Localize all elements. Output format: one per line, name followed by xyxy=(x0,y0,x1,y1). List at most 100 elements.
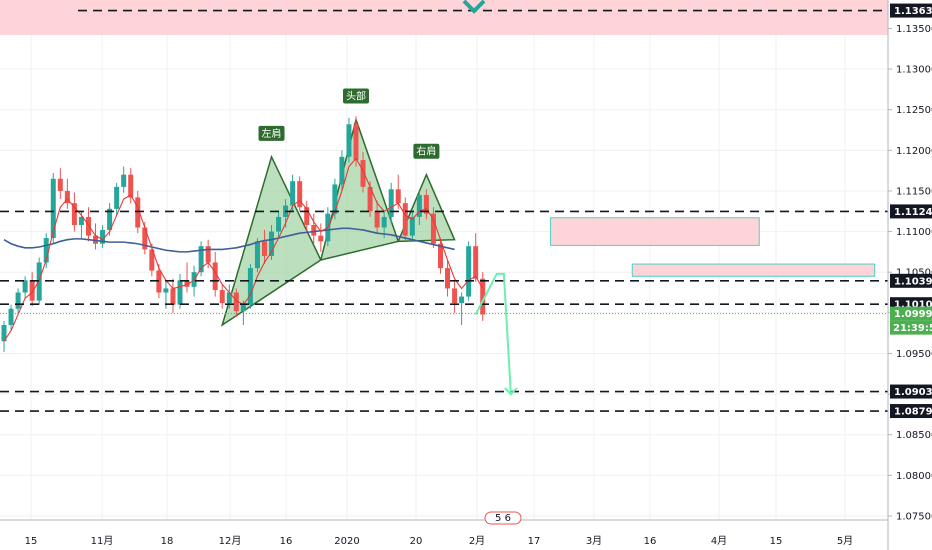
candle-body[interactable] xyxy=(240,304,246,312)
candle-body[interactable] xyxy=(466,246,472,297)
candle-body[interactable] xyxy=(212,262,218,291)
x-tick-label: 5月 xyxy=(837,535,853,547)
candle-body[interactable] xyxy=(135,197,141,228)
y-tick-label: 1.12000 xyxy=(896,146,932,157)
candle-body[interactable] xyxy=(346,124,352,157)
candle-body[interactable] xyxy=(339,156,345,185)
candle-body[interactable] xyxy=(297,181,303,208)
resistance-zone xyxy=(0,0,888,35)
candle-body[interactable] xyxy=(8,308,14,325)
countdown-badge xyxy=(890,320,932,335)
candle-body[interactable] xyxy=(128,174,134,198)
candle-body[interactable] xyxy=(254,241,260,269)
candle-body[interactable] xyxy=(50,178,56,239)
candle-body[interactable] xyxy=(402,203,408,236)
candle-body[interactable] xyxy=(198,246,204,273)
candle-body[interactable] xyxy=(142,227,148,250)
candle-body[interactable] xyxy=(29,280,35,301)
candle-body[interactable] xyxy=(43,238,49,263)
candle-body[interactable] xyxy=(430,213,436,244)
candle-body[interactable] xyxy=(276,216,282,232)
x-tick-label: 2020 xyxy=(334,536,359,547)
candle-body[interactable] xyxy=(163,288,169,293)
candle-body[interactable] xyxy=(219,290,225,304)
candle-body[interactable] xyxy=(177,280,183,305)
pattern-label-box xyxy=(343,88,369,104)
candle-body[interactable] xyxy=(149,249,155,271)
candle-body[interactable] xyxy=(360,160,366,187)
price-level-badge xyxy=(890,404,932,419)
candle-body[interactable] xyxy=(226,292,232,304)
candle-body[interactable] xyxy=(36,262,42,301)
candle-body[interactable] xyxy=(311,225,317,236)
candle-body[interactable] xyxy=(57,178,63,191)
candle-body[interactable] xyxy=(22,280,28,293)
price-level-badge-text: 1.11248 xyxy=(894,207,932,218)
y-tick-label: 1.08500 xyxy=(896,430,932,441)
economic-events-marker[interactable] xyxy=(484,511,522,525)
candle-body[interactable] xyxy=(290,181,296,206)
candle-body[interactable] xyxy=(381,216,387,228)
candle-body[interactable] xyxy=(64,190,70,204)
x-tick-label: 20 xyxy=(410,536,423,547)
candle-body[interactable] xyxy=(205,246,211,263)
candle-body[interactable] xyxy=(473,246,479,279)
candle-body[interactable] xyxy=(100,229,106,244)
candle-body[interactable] xyxy=(114,186,120,209)
y-tick-label: 1.12500 xyxy=(896,105,932,116)
price-level-badge xyxy=(890,384,932,399)
x-tick-label: 2月 xyxy=(469,535,485,547)
resistance-zone xyxy=(550,217,760,246)
candle-body[interactable] xyxy=(374,211,380,228)
candle-body[interactable] xyxy=(445,268,451,289)
candle-body[interactable] xyxy=(388,189,394,217)
x-tick-label: 12月 xyxy=(219,535,242,547)
price-level-badge-text: 1.13635 xyxy=(894,6,932,17)
candle-body[interactable] xyxy=(269,231,275,256)
candle-body[interactable] xyxy=(367,186,373,212)
candle-body[interactable] xyxy=(318,235,324,242)
candle-body[interactable] xyxy=(353,124,359,161)
resistance-zone xyxy=(631,263,876,277)
candle-body[interactable] xyxy=(78,216,84,226)
y-tick-label: 1.09500 xyxy=(896,349,932,360)
countdown-badge-text: 21:39:54 xyxy=(893,323,932,334)
candle-body[interactable] xyxy=(170,288,176,305)
candle-body[interactable] xyxy=(85,216,91,236)
candle-body[interactable] xyxy=(1,325,7,342)
y-tick-label: 1.11000 xyxy=(896,227,932,238)
y-tick-label: 1.13000 xyxy=(896,65,932,76)
x-tick-label: 11月 xyxy=(91,535,114,547)
candle-body[interactable] xyxy=(107,208,113,230)
candle-body[interactable] xyxy=(261,241,267,256)
candle-body[interactable] xyxy=(233,292,239,312)
candle-body[interactable] xyxy=(437,243,443,269)
candle-body[interactable] xyxy=(121,174,127,187)
candle-body[interactable] xyxy=(459,296,465,304)
candle-body[interactable] xyxy=(184,280,190,287)
pattern-label: 左肩 xyxy=(262,127,282,140)
candle-body[interactable] xyxy=(71,203,77,226)
candle-body[interactable] xyxy=(93,235,99,244)
candle-body[interactable] xyxy=(15,292,21,309)
candle-body[interactable] xyxy=(247,268,253,305)
candle-body[interactable] xyxy=(416,195,422,217)
x-tick-label: 18 xyxy=(161,536,174,547)
candle-body[interactable] xyxy=(332,184,338,214)
candle-body[interactable] xyxy=(409,216,415,236)
candle-body[interactable] xyxy=(480,278,486,315)
x-tick-label: 15 xyxy=(770,536,783,547)
x-tick-label: 17 xyxy=(528,536,541,547)
x-tick-label: 3月 xyxy=(586,535,602,547)
y-tick-label: 1.08000 xyxy=(896,471,932,482)
projection-path xyxy=(474,272,512,395)
candle-body[interactable] xyxy=(423,195,429,214)
y-tick-label: 1.07500 xyxy=(896,511,932,522)
candle-body[interactable] xyxy=(452,288,458,304)
current-price-badge-text: 1.09990 xyxy=(894,309,932,320)
price-level-badge xyxy=(890,3,932,18)
candle-body[interactable] xyxy=(395,189,401,204)
candle-body[interactable] xyxy=(304,207,310,226)
